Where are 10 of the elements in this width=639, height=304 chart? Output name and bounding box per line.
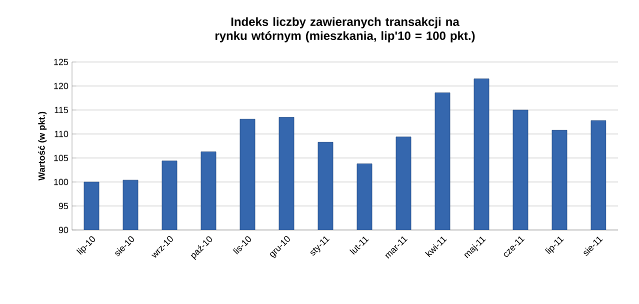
y-tick-label: 110 bbox=[54, 130, 68, 138]
y-tick-label: 90 bbox=[58, 226, 68, 234]
y-tick-label: 100 bbox=[54, 178, 68, 186]
y-axis-title: Wartość (w pkt.) bbox=[38, 112, 47, 181]
y-tick-label: 120 bbox=[54, 82, 68, 90]
y-tick-label: 105 bbox=[54, 154, 68, 162]
y-tick-label: 115 bbox=[54, 106, 68, 114]
y-tick-label: 95 bbox=[58, 202, 68, 210]
chart-title: Indeks liczby zawieranych transakcji na rynku wtórnym (mieszkania, lip'10 = 100 pkt.) bbox=[215, 17, 475, 42]
y-tick-label: 125 bbox=[54, 58, 68, 66]
